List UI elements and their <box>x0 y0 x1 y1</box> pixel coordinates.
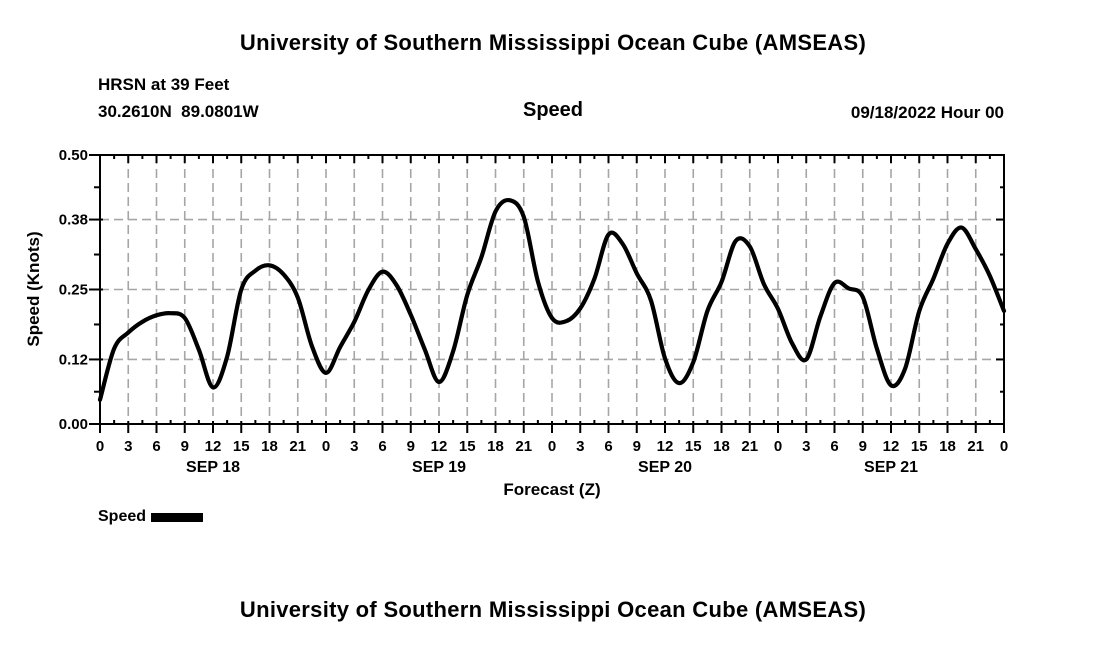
svg-text:18: 18 <box>939 438 956 455</box>
next-chart-title: University of Southern Mississippi Ocean… <box>239 597 867 622</box>
svg-text:0.50: 0.50 <box>59 147 88 164</box>
svg-text:0: 0 <box>322 438 330 455</box>
svg-text:9: 9 <box>633 438 641 455</box>
x-axis-title: Forecast (Z) <box>503 480 601 499</box>
plot-border <box>99 154 1005 425</box>
svg-text:15: 15 <box>911 438 928 455</box>
x-axis-tick-labels: 0 3 6 9 12 15 18 21 0 3 6 9 12 15 18 21 0 3 6 9 12 15 18 21 0 3 6 9… <box>96 438 1008 455</box>
legend: Speed <box>98 508 204 526</box>
svg-text:6: 6 <box>152 438 160 455</box>
coordinates-label: 30.2610N 89.0801W <box>98 102 259 121</box>
svg-text:0: 0 <box>774 438 782 455</box>
svg-text:18: 18 <box>713 438 730 455</box>
svg-text:SEP 20: SEP 20 <box>638 459 692 476</box>
svg-text:12: 12 <box>883 438 900 455</box>
svg-text:3: 3 <box>350 438 358 455</box>
svg-text:21: 21 <box>515 438 532 455</box>
svg-text:0.12: 0.12 <box>59 351 88 368</box>
svg-text:3: 3 <box>124 438 132 455</box>
legend-line-swatch-icon <box>151 512 204 522</box>
svg-text:12: 12 <box>657 438 674 455</box>
svg-text:0: 0 <box>1000 438 1008 455</box>
svg-text:0: 0 <box>548 438 556 455</box>
legend-label: Speed <box>98 508 147 525</box>
svg-text:6: 6 <box>604 438 612 455</box>
y-axis-tick-labels: 0.00 0.12 0.25 0.38 0.50 <box>59 147 88 433</box>
svg-text:12: 12 <box>205 438 222 455</box>
svg-text:15: 15 <box>685 438 702 455</box>
svg-text:0.38: 0.38 <box>59 212 88 229</box>
x-axis-day-labels: SEP 18 SEP 19 SEP 20 SEP 21 <box>186 459 918 476</box>
svg-text:3: 3 <box>802 438 810 455</box>
svg-text:SEP 21: SEP 21 <box>864 459 918 476</box>
svg-text:9: 9 <box>181 438 189 455</box>
svg-text:9: 9 <box>859 438 867 455</box>
panel-variable-label: Speed <box>522 99 584 121</box>
svg-text:21: 21 <box>967 438 984 455</box>
svg-text:SEP 18: SEP 18 <box>186 459 240 476</box>
svg-text:21: 21 <box>741 438 758 455</box>
svg-text:0.00: 0.00 <box>59 416 88 433</box>
svg-text:SEP 19: SEP 19 <box>412 459 466 476</box>
svg-text:15: 15 <box>459 438 476 455</box>
chart-title: University of Southern Mississippi Ocean… <box>239 30 867 55</box>
svg-text:0.25: 0.25 <box>59 282 88 299</box>
svg-text:6: 6 <box>378 438 386 455</box>
svg-text:21: 21 <box>289 438 306 455</box>
svg-text:18: 18 <box>487 438 504 455</box>
svg-text:9: 9 <box>407 438 415 455</box>
grid-lines <box>100 155 1004 424</box>
speed-series-line <box>97 197 1007 402</box>
svg-text:12: 12 <box>431 438 448 455</box>
svg-text:6: 6 <box>830 438 838 455</box>
model-run-label: 09/18/2022 Hour 00 <box>850 103 1004 122</box>
svg-text:0: 0 <box>96 438 104 455</box>
axis-ticks <box>89 154 1005 433</box>
svg-text:15: 15 <box>233 438 250 455</box>
svg-text:3: 3 <box>576 438 584 455</box>
svg-text:18: 18 <box>261 438 278 455</box>
station-label: HRSN at 39 Feet <box>98 75 230 94</box>
